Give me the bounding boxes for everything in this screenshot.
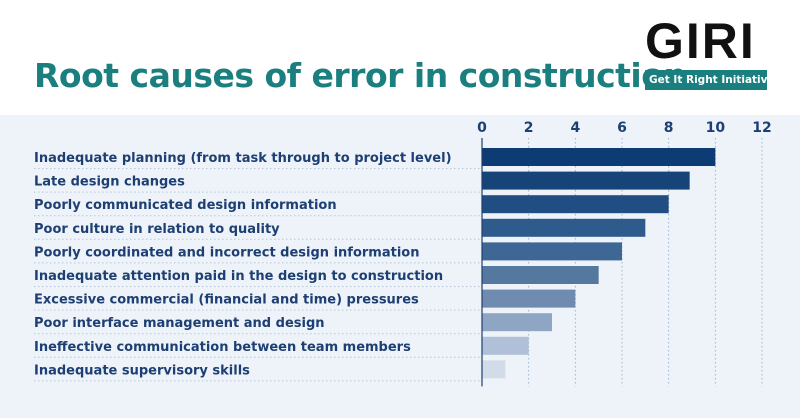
bar <box>482 148 716 166</box>
x-tick-label: 12 <box>752 120 771 136</box>
bar <box>482 218 646 237</box>
chart-title: Root causes of error in construction <box>34 56 687 95</box>
category-label: Excessive commercial (financial and time… <box>34 293 419 308</box>
category-label: Poorly communicated design information <box>34 198 337 213</box>
bar <box>482 289 576 308</box>
x-tick-label: 4 <box>570 120 580 136</box>
bar <box>482 360 506 379</box>
x-tick-label: 8 <box>664 120 674 136</box>
bar <box>482 313 552 332</box>
x-tick-label: 6 <box>617 120 627 136</box>
x-tick-label: 0 <box>477 120 487 136</box>
x-tick-label: 10 <box>706 120 726 136</box>
logo-tagline: Get It Right Initiative <box>645 70 775 90</box>
category-label: Poor culture in relation to quality <box>34 222 280 237</box>
bar <box>482 195 669 214</box>
bar <box>482 242 622 261</box>
category-label: Inadequate supervisory skills <box>34 363 250 378</box>
category-label: Poorly coordinated and incorrect design … <box>34 245 419 260</box>
category-label: Inadequate planning (from task through t… <box>34 151 452 166</box>
logo-text: GIRI <box>645 13 756 69</box>
bar <box>482 171 690 190</box>
bar <box>482 266 599 284</box>
bar <box>482 336 529 355</box>
x-tick-label: 2 <box>524 120 534 136</box>
category-label: Late design changes <box>34 175 185 190</box>
category-label: Inadequate attention paid in the design … <box>34 269 443 284</box>
category-label: Ineffective communication between team m… <box>34 340 411 355</box>
category-label: Poor interface management and design <box>34 316 325 331</box>
giri-logo: GIRI Get It Right Initiative <box>645 13 775 90</box>
